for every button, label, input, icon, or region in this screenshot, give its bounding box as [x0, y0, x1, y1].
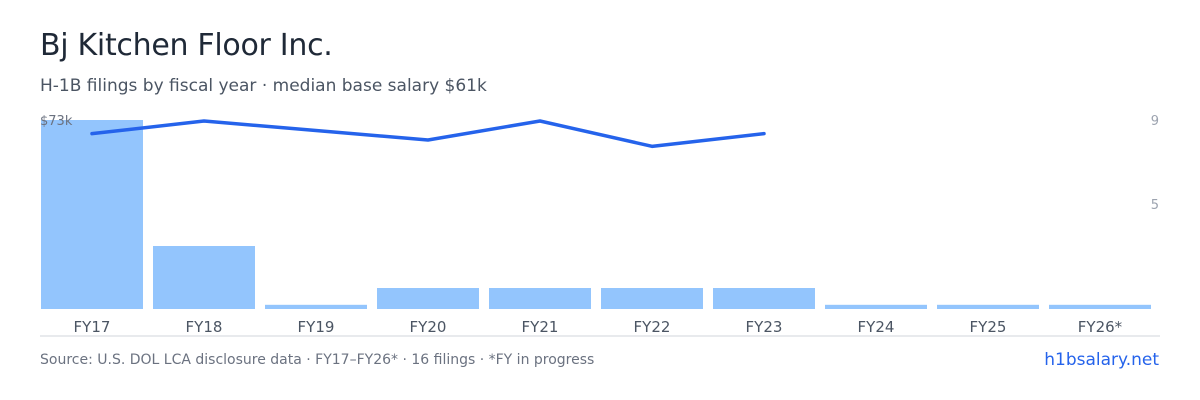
x-tick-label: FY24	[858, 318, 895, 336]
y-right-tick-label: 5	[1151, 198, 1159, 213]
y-left-tick-label: $73k	[40, 114, 73, 129]
x-tick-label: FY18	[186, 318, 223, 336]
x-tick-label: FY21	[522, 318, 559, 336]
bar-fy21	[489, 288, 591, 309]
x-tick-label: FY23	[746, 318, 783, 336]
y-right-tick-label: 9	[1151, 114, 1159, 129]
salary-line	[90, 119, 766, 149]
x-tick-label: FY17	[74, 318, 111, 336]
chart-title: Bj Kitchen Floor Inc.	[40, 28, 333, 63]
source-note: Source: U.S. DOL LCA disclosure data · F…	[40, 352, 595, 368]
x-tick-label: FY26*	[1078, 318, 1123, 336]
bar-fy25	[937, 304, 1039, 309]
x-tick-label: FY20	[410, 318, 447, 336]
bar-fy26-partial	[1049, 304, 1151, 309]
bar-fy17	[41, 120, 143, 309]
bar-fy18	[153, 246, 255, 309]
bar-fy20	[377, 288, 479, 309]
x-tick-label: FY22	[634, 318, 671, 336]
brand-link[interactable]: h1bsalary.net	[1044, 350, 1159, 370]
bar-fy24	[825, 304, 927, 309]
bar-fy23	[713, 288, 815, 309]
x-tick-label: FY25	[970, 318, 1007, 336]
bar-fy19	[265, 304, 367, 309]
chart-subtitle: H-1B filings by fiscal year · median bas…	[40, 76, 487, 96]
x-tick-label: FY19	[298, 318, 335, 336]
bar-fy22	[601, 288, 703, 309]
